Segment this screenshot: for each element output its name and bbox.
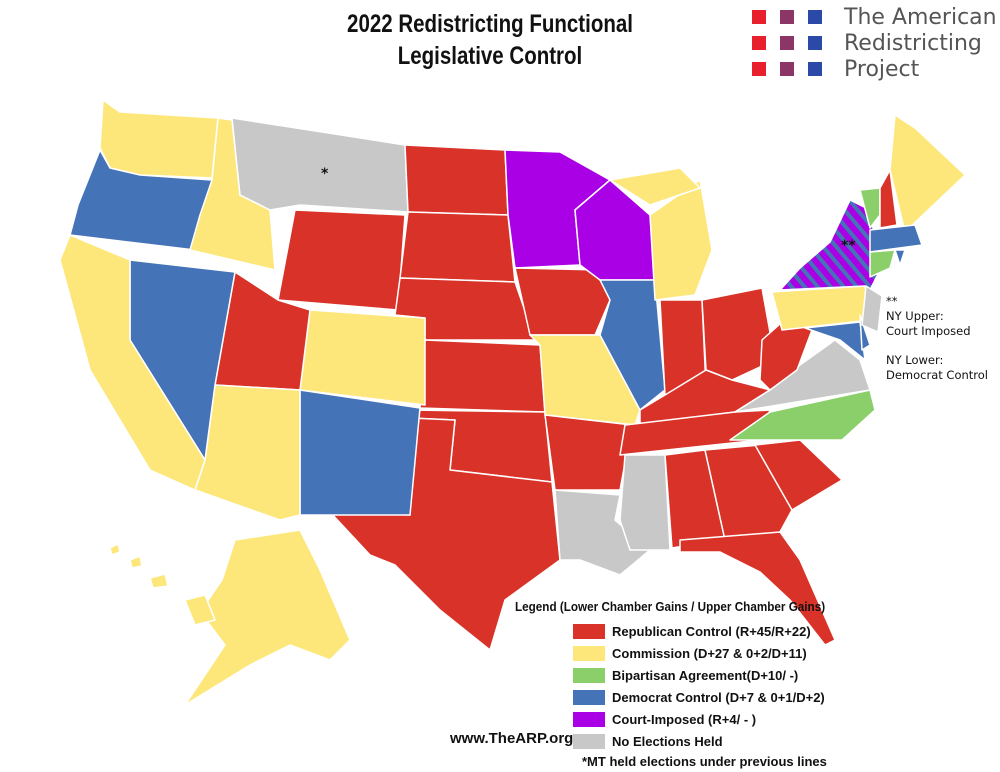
state-me [889, 114, 966, 233]
state-nm [299, 389, 421, 516]
website-link[interactable]: www.TheARP.org [450, 730, 574, 747]
logo-text: Project [844, 56, 920, 82]
logo-square [808, 62, 822, 76]
ny-upper-label: NY Upper: [886, 309, 944, 323]
state-hi [129, 555, 143, 569]
legend-swatch [573, 645, 605, 661]
arp-logo: The American Redistricting Project [752, 4, 1000, 84]
legend-item-republican: Republican Control (R+45/R+22) [573, 620, 860, 642]
ny-lower-label: NY Lower: [886, 353, 944, 367]
state-ca [59, 234, 206, 491]
logo-square [808, 36, 822, 50]
state-mi [609, 167, 701, 206]
legend-label: Democrat Control (D+7 & 0+1/D+2) [612, 689, 825, 705]
legend-label: Commission (D+27 & 0+2/D+11) [612, 645, 807, 661]
legend-swatch [573, 667, 605, 683]
state-ms [619, 454, 671, 551]
legend-swatch [573, 711, 605, 727]
legend-item-bipartisan: Bipartisan Agreement(D+10/ -) [573, 664, 860, 686]
logo-square [752, 36, 766, 50]
ny-note-marker: ** [886, 294, 898, 308]
state-ny [779, 199, 881, 291]
ny-marker: ** [841, 238, 856, 254]
state-la [554, 489, 651, 576]
state-ia [514, 267, 611, 336]
state-ct [869, 249, 896, 278]
state-nc [729, 389, 876, 441]
legend-label: Court-Imposed (R+4/ - ) [612, 711, 757, 727]
state-sd [399, 211, 516, 283]
state-md [804, 321, 866, 361]
state-hi [184, 594, 216, 626]
legend-swatch [573, 689, 605, 705]
state-hi [149, 573, 169, 589]
state-co [299, 309, 426, 406]
state-nj [861, 285, 883, 333]
logo-text: Redistricting [844, 30, 982, 56]
state-sc [754, 439, 843, 511]
legend-item-none: No Elections Held [573, 730, 860, 752]
ny-lower-value: Democrat Control [886, 368, 989, 382]
logo-square [808, 10, 822, 24]
state-wy [277, 209, 406, 311]
state-fl [679, 531, 836, 646]
title-line-2: Legislative Control [397, 42, 583, 70]
mt-marker: * [321, 166, 329, 182]
state-mt [231, 117, 409, 213]
logo-square [780, 10, 794, 24]
legend-swatch [573, 623, 605, 639]
page-title: 2022 Redistricting Functional Legislativ… [342, 8, 637, 72]
legend: Legend (Lower Chamber Gains / Upper Cham… [515, 599, 860, 769]
legend-label: Bipartisan Agreement(D+10/ -) [612, 667, 799, 683]
legend-item-democrat: Democrat Control (D+7 & 0+1/D+2) [573, 686, 860, 708]
logo-square [752, 10, 766, 24]
legend-heading: Legend (Lower Chamber Gains / Upper Cham… [515, 599, 826, 614]
ny-note: ** NY Upper: Court Imposed NY Lower: Dem… [886, 294, 988, 383]
state-ri [894, 249, 906, 266]
legend-swatch [573, 733, 605, 749]
legend-label: Republican Control (R+45/R+22) [612, 623, 811, 639]
state-ks [419, 339, 546, 413]
state-nh [879, 169, 898, 229]
ny-upper-value: Court Imposed [886, 324, 971, 338]
legend-footnote: *MT held elections under previous lines [582, 754, 827, 769]
state-ar [544, 414, 633, 491]
legend-item-court: Court-Imposed (R+4/ - ) [573, 708, 860, 730]
state-wa [99, 99, 219, 179]
logo-square [780, 62, 794, 76]
logo-text: The American [844, 4, 997, 30]
title-line-1: 2022 Redistricting Functional [347, 10, 633, 38]
logo-square [752, 62, 766, 76]
state-nd [404, 144, 509, 216]
state-hi [109, 543, 121, 556]
logo-square [780, 36, 794, 50]
state-oh [701, 287, 776, 381]
state-ma [869, 224, 923, 253]
legend-item-commission: Commission (D+27 & 0+2/D+11) [573, 642, 860, 664]
legend-label: No Elections Held [612, 733, 723, 749]
